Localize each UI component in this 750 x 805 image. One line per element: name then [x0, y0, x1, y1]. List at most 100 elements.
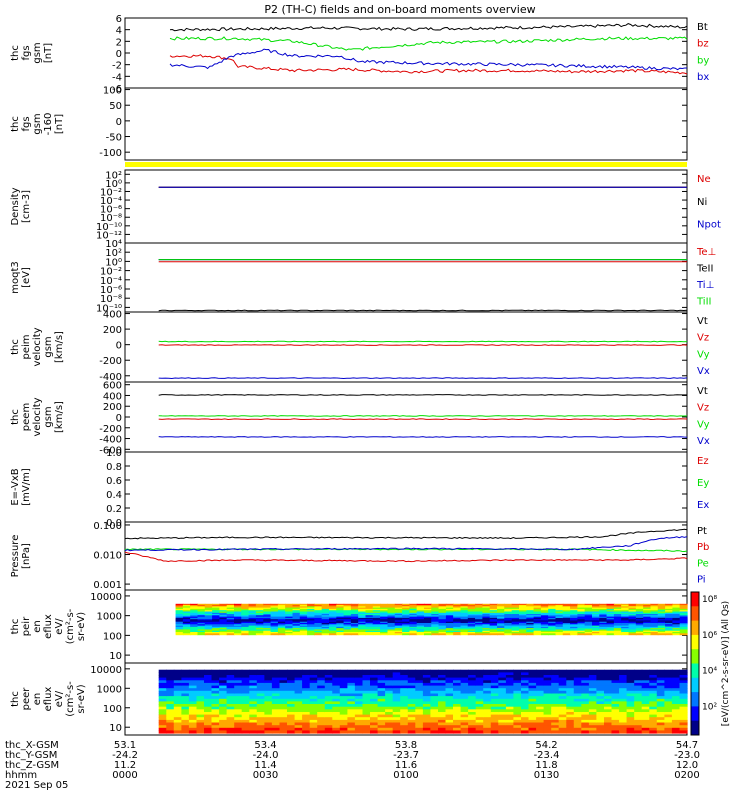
heatmap-cell [548, 626, 557, 629]
heatmap-cell [365, 610, 374, 613]
heatmap-cell [566, 712, 575, 716]
heatmap-cell [548, 621, 557, 624]
heatmap-cell [347, 717, 356, 721]
heatmap-cell [392, 717, 401, 721]
heatmap-cell [234, 629, 242, 632]
heatmap-cell [350, 610, 359, 613]
heatmap-cell [234, 680, 243, 684]
heatmap-cell [309, 722, 318, 726]
heatmap-cell [621, 626, 630, 629]
heatmap-cell [314, 614, 323, 616]
heatmap-cell [521, 690, 530, 694]
heatmap-cell [573, 709, 582, 713]
heatmap-cell [596, 672, 605, 676]
heatmap-cell [181, 709, 190, 713]
heatmap-cell [166, 696, 175, 700]
heatmap-cell [475, 608, 483, 611]
heatmap-cell [430, 709, 439, 713]
heatmap-cell [498, 706, 507, 710]
heatmap-cell [402, 615, 410, 618]
heatmap-cell [336, 620, 345, 623]
heatmap-cell [475, 704, 484, 708]
heatmap-cell [588, 709, 597, 713]
series-peim-Vt [158, 309, 688, 312]
heatmap-cell [264, 704, 273, 708]
heatmap-cell [679, 633, 688, 636]
heatmap-cell [241, 685, 250, 689]
heatmap-cell [317, 685, 326, 689]
heatmap-cell [467, 614, 476, 616]
heatmap-cell [234, 623, 242, 625]
heatmap-cell [309, 675, 318, 679]
heatmap-cell [497, 605, 505, 607]
heatmap-cell [292, 606, 301, 609]
heatmap-cell [467, 633, 476, 636]
heatmap-cell [533, 632, 542, 634]
heatmap-cell [226, 611, 235, 614]
heatmap-cell [241, 696, 250, 700]
heatmap-cell [219, 619, 228, 622]
heatmap-cell [241, 669, 250, 673]
heatmap-cell [453, 630, 462, 633]
heatmap-cell [354, 672, 363, 676]
heatmap-cell [584, 619, 593, 622]
heatmap-cell [562, 610, 571, 613]
heatmap-cell [317, 690, 326, 694]
heatmap-cell [497, 608, 505, 611]
heatmap-cell [570, 629, 578, 632]
heatmap-cell [621, 603, 630, 606]
heatmap-cell [626, 690, 635, 694]
heatmap-cell [511, 623, 520, 625]
heatmap-cell [540, 617, 549, 620]
heatmap-cell [664, 672, 673, 676]
heatmap-cell [248, 623, 257, 625]
heatmap-cell [324, 675, 333, 679]
heatmap-cell [649, 675, 658, 679]
heatmap-cell [339, 722, 348, 726]
heatmap-cell [377, 706, 386, 710]
heatmap-cell [234, 619, 242, 622]
heatmap-cell [241, 623, 250, 625]
y-axis-label: peim [21, 334, 32, 359]
heatmap-cell [234, 669, 243, 673]
heatmap-cell [249, 672, 258, 676]
heatmap-cell [196, 675, 205, 679]
heatmap-cell [204, 620, 213, 623]
heatmap-cell [533, 619, 542, 622]
heatmap-cell [672, 605, 681, 607]
heatmap-cell [166, 688, 175, 692]
heatmap-cell [431, 633, 440, 636]
heatmap-cell [158, 698, 167, 702]
y-tick-label: 50 [109, 101, 122, 112]
heatmap-cell [551, 672, 560, 676]
heatmap-cell [498, 677, 507, 681]
heatmap-cell [255, 625, 264, 628]
heatmap-cell [558, 701, 567, 705]
heatmap-cell [679, 669, 688, 673]
heatmap-cell [197, 617, 206, 620]
heatmap-cell [415, 719, 424, 724]
heatmap-cell [294, 719, 303, 724]
heatmap-cell [671, 704, 680, 708]
heatmap-cell [657, 603, 666, 606]
heatmap-cell [581, 693, 590, 697]
heatmap-cell [234, 616, 242, 619]
heatmap-cell [679, 706, 688, 710]
heatmap-cell [385, 701, 394, 705]
heatmap-cell [424, 630, 432, 633]
heatmap-cell [241, 680, 250, 684]
heatmap-cell [321, 620, 330, 623]
heatmap-cell [592, 632, 600, 634]
heatmap-cell [409, 620, 418, 623]
heatmap-cell [551, 717, 560, 721]
heatmap-cell [468, 690, 477, 694]
heatmap-cell [475, 719, 484, 724]
heatmap-cell [314, 629, 323, 632]
heatmap-cell [358, 620, 367, 623]
heatmap-cell [570, 607, 578, 610]
y-tick-label: 10000 [90, 665, 122, 676]
x-tick-label: -24.0 [253, 750, 279, 761]
heatmap-cell [365, 616, 374, 619]
heatmap-cell [656, 727, 665, 731]
